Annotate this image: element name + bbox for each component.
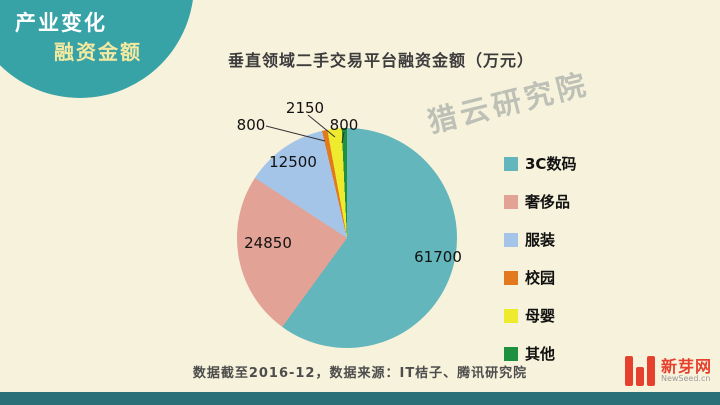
legend-item-3c: 3C数码 [504,153,576,174]
legend-label-maternal: 母婴 [525,307,556,325]
legend-label-luxury: 奢侈品 [525,193,571,211]
logo-bar [624,356,633,386]
source-note: 数据截至2016-12，数据来源：IT桔子、腾讯研究院 [192,366,528,381]
watermark-text: 猎云研究院 [424,66,593,140]
legend-swatch-luxury [504,194,518,209]
legend-swatch-other [504,346,518,361]
legend-label-campus: 校园 [525,269,556,287]
data-label-maternal: 2150 [285,99,325,117]
legend-item-luxury: 奢侈品 [504,191,576,212]
newseed-logo: 新芽网 NewSeed.cn [624,356,712,386]
legend-item-campus: 校园 [504,267,576,288]
data-label-clothing: 12500 [269,153,317,171]
bottom-accent-bar [0,392,720,405]
logo-bar [646,356,655,386]
data-label-luxury: 24850 [244,234,292,252]
data-label-other: 800 [329,116,359,134]
newseed-logo-text: 新芽网 NewSeed.cn [661,358,712,384]
pie-chart [237,128,457,348]
newseed-logo-name: 新芽网 [660,356,712,376]
data-label-campus: 800 [236,116,266,134]
section-badge-line1: 产业变化 [15,11,107,35]
legend-item-maternal: 母婴 [504,305,576,326]
legend-label-3c: 3C数码 [525,155,577,173]
newseed-logo-sub: NewSeed.cn [660,374,711,384]
newseed-logo-icon [624,356,655,386]
legend-label-clothing: 服装 [525,231,556,249]
legend-swatch-3c [504,156,518,171]
data-label-3c: 61700 [414,248,462,266]
legend-swatch-campus [504,270,518,285]
legend: 3C数码 奢侈品 服装 校园 母婴 其他 [504,153,576,364]
legend-swatch-clothing [504,232,518,247]
chart-title: 垂直领域二手交易平台融资金额（万元） [228,51,535,70]
legend-label-other: 其他 [525,345,556,363]
section-badge-line2: 融资金额 [54,40,142,64]
logo-bar [635,367,644,386]
legend-item-other: 其他 [504,343,576,364]
legend-swatch-maternal [504,308,518,323]
legend-item-clothing: 服装 [504,229,576,250]
